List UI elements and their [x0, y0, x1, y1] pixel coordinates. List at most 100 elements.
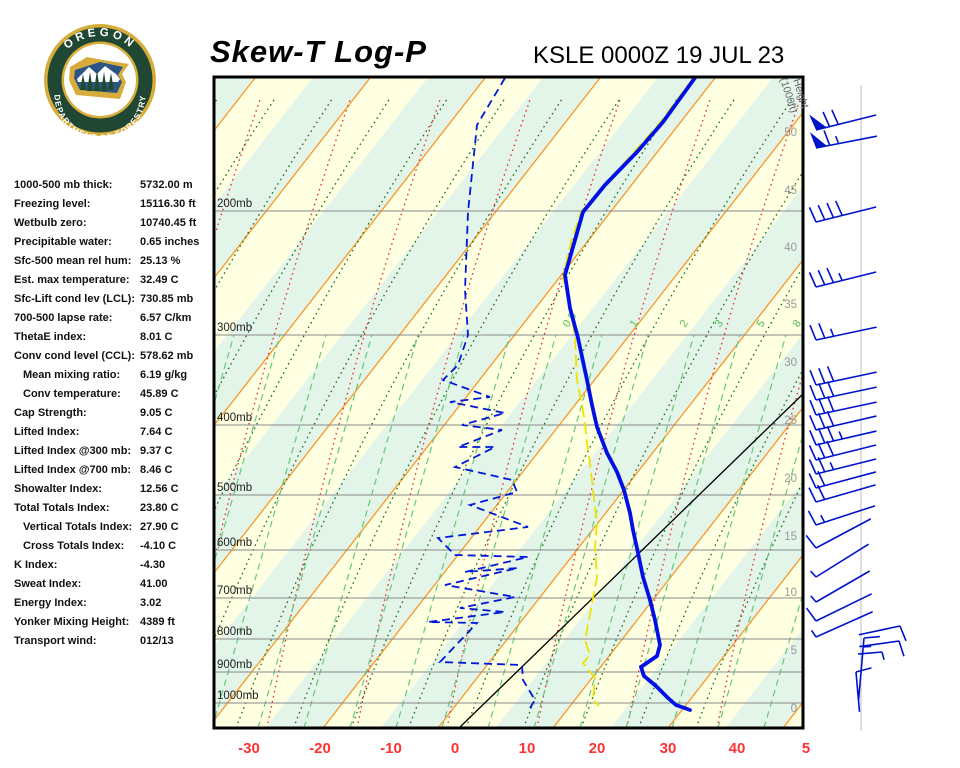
stat-row: Lifted Index @300 mb: 9.37 C — [14, 445, 224, 464]
stat-label: Showalter Index: — [14, 483, 103, 495]
stat-value: 32.49 C — [140, 274, 179, 286]
stat-row: Lifted Index @700 mb: 8.46 C — [14, 464, 224, 483]
x-axis-label: -30 — [238, 740, 260, 757]
mixing-ratio-label: 8 — [791, 318, 804, 330]
stat-value: 6.19 g/kg — [140, 369, 188, 381]
stat-label: Precipitable water: — [14, 236, 112, 248]
trees-graphic — [80, 70, 114, 91]
stat-label: Cap Strength: — [14, 407, 87, 419]
pressure-label: 500mb — [217, 482, 252, 494]
mixing-ratio-label: 5 — [755, 318, 768, 330]
x-axis-label: -10 — [380, 740, 402, 757]
stat-value: 8.46 C — [140, 464, 173, 476]
pressure-label: 200mb — [217, 198, 252, 210]
stat-value: 12.56 C — [140, 483, 179, 495]
pressure-label: 800mb — [217, 626, 252, 638]
mixing-ratio-label: 2 — [678, 318, 691, 330]
x-axis-label: 5 — [802, 740, 810, 757]
stat-label: Conv cond level (CCL): — [14, 350, 136, 362]
height-label: 5 — [791, 645, 797, 657]
stat-value: 10740.45 ft — [140, 217, 197, 229]
chart-border — [212, 75, 805, 730]
stat-label: Lifted Index @700 mb: — [14, 464, 132, 476]
height-label: 45 — [784, 185, 797, 197]
chart-grid: 200mb 300mb 400mb 500mb 600mb 700mb 800mb 900mb… — [214, 77, 804, 728]
stat-value: 4389 ft — [140, 616, 175, 628]
stat-row: Cap Strength: 9.05 C — [14, 407, 224, 426]
mixing-ratio-label: 1 — [628, 318, 641, 330]
stat-label: Sfc-Lift cond lev (LCL): — [14, 293, 135, 305]
stat-label: Energy Index: — [14, 597, 87, 609]
stat-label: Mean mixing ratio: — [23, 369, 121, 381]
mountain-graphic — [77, 66, 120, 82]
stat-row: Transport wind: 012/13 — [14, 635, 224, 654]
stat-row: Sweat Index: 41.00 — [14, 578, 224, 597]
stat-label: Sweat Index: — [14, 578, 82, 590]
stat-value: 5732.00 m — [140, 179, 193, 191]
stat-value: -4.30 — [140, 559, 166, 571]
page-title: Skew-T Log-P — [210, 34, 427, 69]
stat-label: Transport wind: — [14, 635, 97, 647]
stat-value: 27.90 C — [140, 521, 179, 533]
stat-row: Vertical Totals Index: 27.90 C — [14, 521, 224, 540]
odf-seal-logo: OREGON DEPARTMENT OF FORESTRY — [44, 24, 156, 138]
stat-label: Vertical Totals Index: — [23, 521, 133, 533]
stat-row: Conv cond level (CCL): 578.62 mb — [14, 350, 224, 369]
stat-row: Showalter Index: 12.56 C — [14, 483, 224, 502]
pressure-label: 600mb — [217, 537, 252, 549]
stat-row: 1000-500 mb thick: 5732.00 m — [14, 179, 224, 198]
stat-row: Total Totals Index: 23.80 C — [14, 502, 224, 521]
x-axis-label: 10 — [519, 740, 536, 757]
stat-value: 0.65 inches — [140, 236, 200, 248]
stat-value: -4.10 C — [140, 540, 177, 552]
stat-value: 578.62 mb — [140, 350, 194, 362]
stat-row: Yonker Mixing Height: 4389 ft — [14, 616, 224, 635]
mixing-ratio-label: 3 — [713, 318, 726, 330]
stat-value: 45.89 C — [140, 388, 179, 400]
stat-label: Wetbulb zero: — [14, 217, 87, 229]
stat-value: 6.57 C/km — [140, 312, 192, 324]
pressure-label: 1000mb — [217, 690, 259, 702]
stat-value: 730.85 mb — [140, 293, 194, 305]
stat-row: Energy Index: 3.02 — [14, 597, 224, 616]
stat-value: 9.05 C — [140, 407, 173, 419]
x-axis-label: -20 — [309, 740, 331, 757]
stat-value: 8.01 C — [140, 331, 173, 343]
station-datetime: KSLE 0000Z 19 JUL 23 — [533, 42, 785, 69]
stat-label: Lifted Index @300 mb: — [14, 445, 132, 457]
stat-label: Total Totals Index: — [14, 502, 110, 514]
stat-row: Mean mixing ratio: 6.19 g/kg — [14, 369, 224, 388]
x-axis-label: 20 — [589, 740, 606, 757]
height-label: 30 — [784, 357, 797, 369]
stat-row: ThetaE index: 8.01 C — [14, 331, 224, 350]
stat-row: Freezing level: 15116.30 ft — [14, 198, 224, 217]
height-label: 50 — [784, 127, 797, 139]
stat-label: 700-500 lapse rate: — [14, 312, 113, 324]
x-axis-label: 40 — [729, 740, 746, 757]
pressure-label: 700mb — [217, 585, 252, 597]
stat-row: Lifted Index: 7.64 C — [14, 426, 224, 445]
dewpoint-profile — [427, 77, 537, 709]
stat-row: Precipitable water: 0.65 inches — [14, 236, 224, 255]
stat-label: Freezing level: — [14, 198, 91, 210]
stat-row: Conv temperature: 45.89 C — [14, 388, 224, 407]
stat-label: Cross Totals Index: — [23, 540, 125, 552]
stat-row: Sfc-500 mean rel hum: 25.13 % — [14, 255, 224, 274]
stat-row: Cross Totals Index: -4.10 C — [14, 540, 224, 559]
height-label: 15 — [784, 531, 797, 543]
pressure-label: 900mb — [217, 659, 252, 671]
stat-label: 1000-500 mb thick: — [14, 179, 113, 191]
stat-label: K Index: — [14, 559, 58, 571]
stat-value: 25.13 % — [140, 255, 181, 267]
stat-row: Sfc-Lift cond lev (LCL): 730.85 mb — [14, 293, 224, 312]
stat-label: ThetaE index: — [14, 331, 87, 343]
stat-label: Yonker Mixing Height: — [14, 616, 130, 628]
stat-row: Est. max temperature: 32.49 C — [14, 274, 224, 293]
stat-label: Est. max temperature: — [14, 274, 130, 286]
temperature-profile — [563, 77, 698, 712]
stat-value: 012/13 — [140, 635, 174, 647]
pressure-label: 300mb — [217, 322, 252, 334]
stat-row: 700-500 lapse rate: 6.57 C/km — [14, 312, 224, 331]
